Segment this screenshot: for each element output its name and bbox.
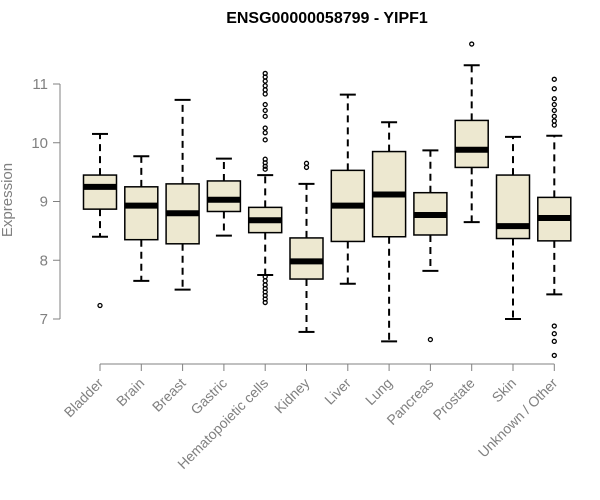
outlier-point [551, 331, 557, 337]
box-7 [330, 93, 366, 285]
box-6 [289, 160, 324, 333]
y-tick-label: 7 [40, 311, 48, 328]
outlier-point [551, 338, 557, 344]
box-4 [206, 157, 242, 237]
y-tick-label: 11 [32, 76, 48, 93]
outlier-point [551, 101, 557, 108]
outlier-point [262, 113, 268, 119]
y-axis-label: Expression [0, 163, 16, 237]
outlier-point [551, 122, 557, 128]
boxes-group [82, 41, 572, 359]
box-1 [82, 132, 118, 309]
outlier-point [262, 274, 268, 280]
box-11 [495, 135, 531, 320]
chart-title: ENSG00000058799 - YIPF1 [226, 10, 428, 27]
iqr-box [206, 180, 242, 213]
y-tick-label: 10 [31, 135, 48, 152]
box-9 [413, 149, 448, 343]
outlier-point [262, 166, 268, 172]
x-tick-label: Skin [489, 375, 520, 406]
outlier-point [551, 323, 557, 329]
x-tick-label: Lung [362, 375, 395, 408]
box-5 [247, 70, 283, 306]
outlier-point [551, 118, 557, 124]
y-axis: 7 8 9 10 11 [31, 76, 61, 328]
outlier-point [551, 352, 557, 359]
outlier-point [551, 86, 557, 92]
x-tick-label: Brain [113, 375, 147, 409]
outlier-point [551, 76, 557, 82]
outlier-point [262, 87, 268, 93]
outlier-point [262, 299, 268, 306]
outlier-point [469, 41, 475, 47]
box-8 [371, 121, 407, 343]
y-tick-label: 9 [40, 194, 48, 211]
outlier-point [262, 137, 268, 143]
box-2 [124, 155, 159, 282]
box-3 [165, 98, 200, 291]
iqr-box [82, 174, 118, 210]
box-12 [537, 76, 572, 359]
x-tick-label: Kidney [271, 375, 313, 417]
outlier-point [551, 107, 557, 114]
x-tick-label: Prostate [430, 375, 478, 423]
outlier-point [427, 336, 434, 343]
outlier-point [262, 91, 268, 97]
y-tick-label: 8 [40, 252, 48, 269]
outlier-point [262, 78, 268, 84]
x-tick-label: Liver [321, 375, 354, 408]
outlier-point [262, 83, 268, 89]
outlier-point [262, 101, 268, 108]
box-10 [454, 41, 489, 224]
outlier-point [303, 164, 310, 171]
outlier-point [262, 74, 268, 80]
outlier-point [262, 107, 268, 114]
outlier-point [262, 163, 268, 169]
outlier-point [551, 96, 557, 102]
outlier-point [262, 125, 268, 131]
outlier-point [262, 130, 268, 136]
outlier-point [551, 113, 557, 119]
outlier-point [97, 302, 103, 309]
x-tick-label: Breast [149, 375, 189, 415]
iqr-box [454, 119, 489, 169]
outlier-point [262, 278, 268, 284]
iqr-box [124, 186, 159, 241]
outlier-point [303, 160, 310, 166]
x-tick-label: Bladder [61, 375, 107, 421]
